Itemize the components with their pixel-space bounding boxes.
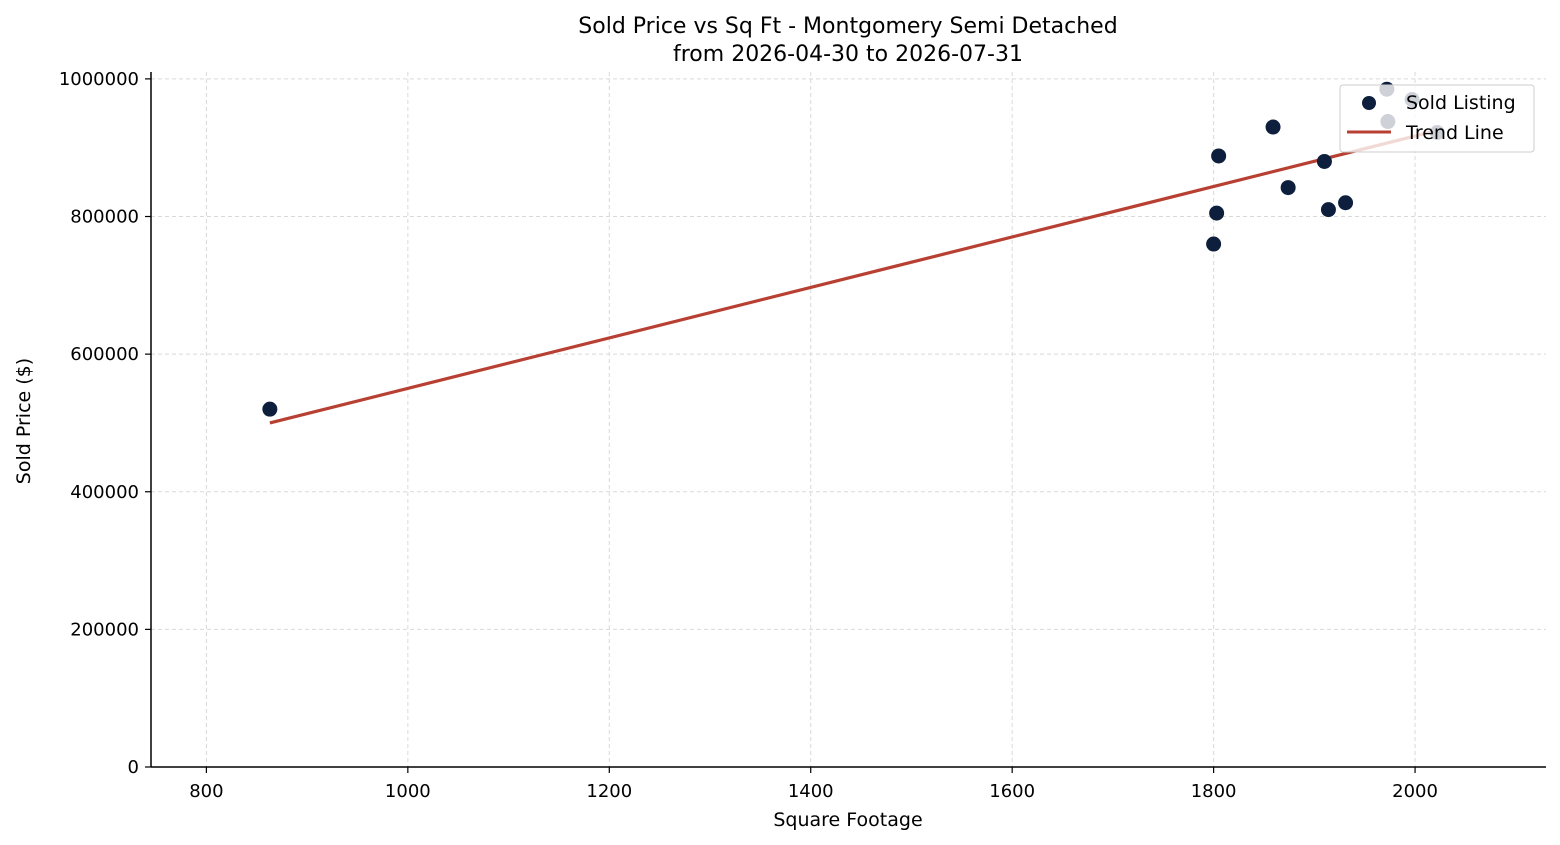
x-tick-label: 1000: [385, 781, 431, 802]
data-point: [1211, 148, 1227, 164]
data-point: [262, 401, 278, 417]
legend: Sold Listing Trend Line: [1339, 84, 1535, 153]
data-point: [1320, 202, 1336, 218]
trend-layer: [269, 128, 1438, 425]
y-tick-label: 600000: [70, 344, 139, 365]
x-tick-label: 1800: [1191, 781, 1237, 802]
y-tick-label: 1000000: [59, 69, 139, 90]
legend-label-sold-listing: Sold Listing: [1406, 92, 1516, 114]
ticks: 800 1000 1200 1400 1600 1800 2000 0 200000 400000…: [59, 69, 1438, 802]
data-point: [1316, 153, 1332, 169]
data-point: [1209, 205, 1225, 221]
y-tick-label: 0: [128, 757, 139, 778]
x-tick-label: 2000: [1392, 781, 1438, 802]
legend-label-trend-line: Trend Line: [1405, 122, 1504, 144]
data-point: [1265, 119, 1281, 135]
y-tick-label: 800000: [70, 207, 139, 228]
data-point: [1206, 236, 1222, 252]
chart-subtitle: from 2026-04-30 to 2026-07-31: [673, 42, 1023, 67]
y-tick-label: 200000: [70, 619, 139, 640]
y-axis-label: Sold Price ($): [13, 358, 35, 484]
data-point: [1338, 195, 1354, 211]
data-point: [1280, 180, 1296, 196]
y-tick-label: 400000: [70, 482, 139, 503]
axes: [150, 72, 1546, 768]
legend-box: [1339, 84, 1535, 153]
points-layer: [262, 81, 1445, 417]
grid-lines: [151, 72, 1546, 768]
x-tick-label: 1400: [788, 781, 834, 802]
trend-line: [269, 128, 1438, 425]
legend-marker-sold-listing: [1362, 96, 1376, 110]
x-tick-label: 1600: [989, 781, 1035, 802]
x-axis-label: Square Footage: [773, 809, 922, 831]
x-tick-label: 800: [189, 781, 223, 802]
chart-title: Sold Price vs Sq Ft - Montgomery Semi De…: [578, 14, 1117, 39]
x-tick-label: 1200: [586, 781, 632, 802]
